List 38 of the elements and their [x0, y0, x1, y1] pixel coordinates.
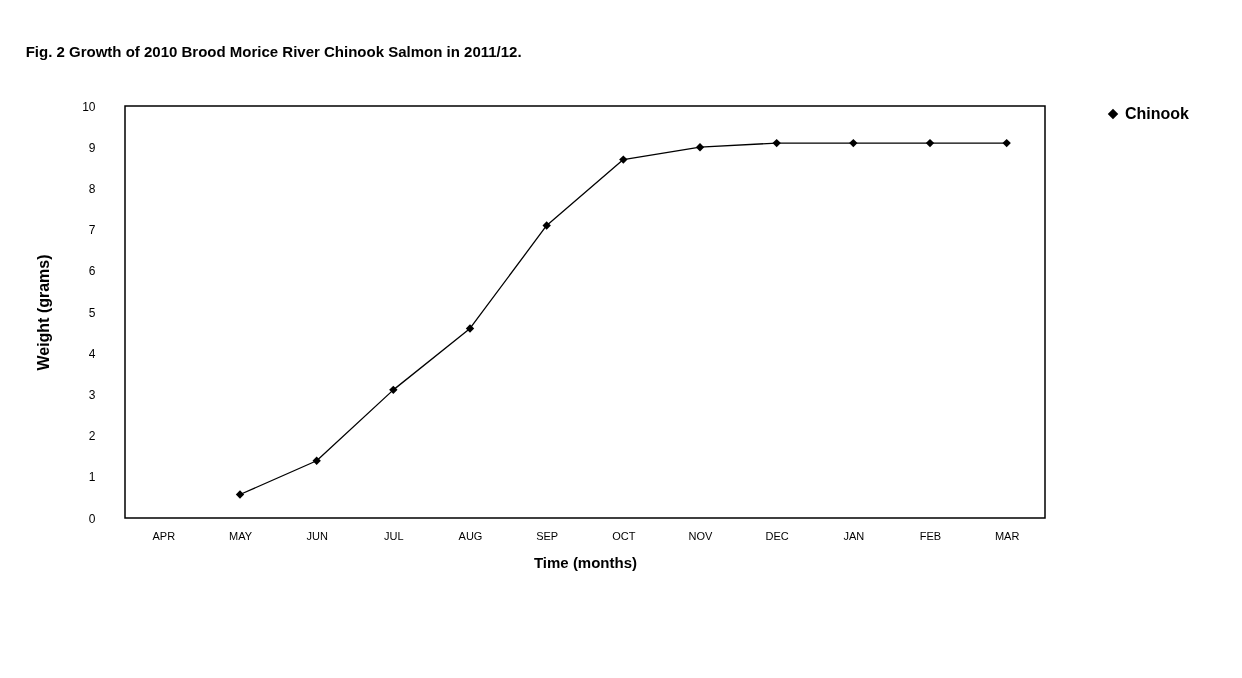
x-tick-label: OCT	[612, 529, 636, 542]
y-axis-title: Weight (grams)	[35, 254, 53, 371]
point	[389, 385, 398, 395]
x-tick-label: JAN	[843, 529, 865, 542]
point	[235, 490, 245, 499]
y-tick-label: 1	[88, 470, 96, 485]
y-tick-label: 5	[88, 305, 96, 320]
point	[695, 143, 705, 152]
point	[312, 456, 321, 465]
x-tick-label: APR	[152, 529, 176, 542]
point	[772, 138, 781, 148]
y-tick-label: 2	[88, 429, 96, 444]
x-axis-title: Time (months)	[533, 553, 638, 571]
y-tick-label: 6	[88, 264, 96, 279]
x-tick-label: NOV	[688, 529, 714, 542]
point	[465, 324, 475, 333]
point	[925, 138, 935, 148]
y-tick-label: 4	[88, 346, 96, 361]
x-tick-label: JUL	[384, 529, 404, 542]
y-tick-label: 7	[88, 223, 96, 238]
point	[1002, 138, 1011, 148]
point	[542, 221, 551, 230]
x-tick-label: MAY	[228, 529, 253, 542]
chart-title: Fig. 2 Growth of 2010 Brood Morice River Chinook Salmon in 2011/12.	[25, 43, 522, 60]
y-tick-label: 9	[88, 140, 96, 155]
point	[849, 138, 858, 148]
x-tick-label: MAR	[994, 529, 1020, 542]
x-tick-label: FEB	[919, 529, 942, 542]
x-tick-label: DEC	[765, 529, 789, 542]
point	[619, 155, 628, 164]
x-tick-label: AUG	[458, 529, 483, 542]
y-tick-label: 3	[88, 387, 96, 402]
y-tick-label: 10	[82, 99, 96, 114]
legend-label: Chinook	[1125, 105, 1190, 122]
x-tick-label: SEP	[536, 529, 559, 542]
y-tick-label: 8	[88, 181, 96, 196]
y-tick-label: 0	[88, 511, 96, 526]
x-tick-label: JUN	[306, 529, 328, 542]
